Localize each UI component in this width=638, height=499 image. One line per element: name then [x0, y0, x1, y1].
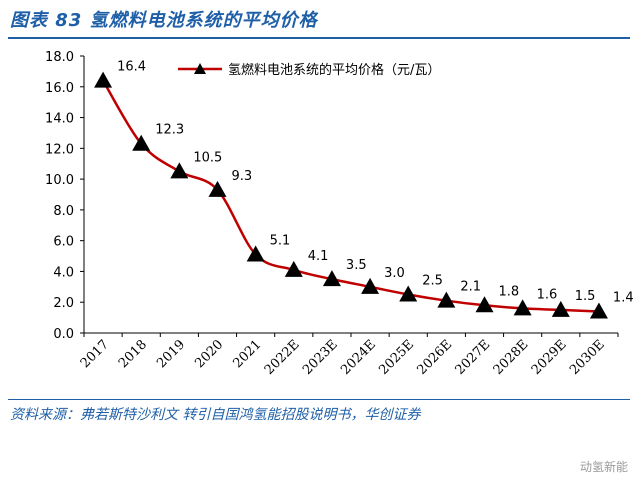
- series-group: 16.4 12.3 10.5 9.3 5.1 4.1 3.5 3.0 2.5 2.1 1.8 1.6 1…: [94, 60, 634, 319]
- x-tick-label: 2018: [116, 337, 150, 371]
- y-tick-label: 0.0: [53, 327, 74, 342]
- y-tick-label: 8.0: [53, 204, 74, 219]
- data-point-marker: [361, 277, 380, 294]
- x-tick-label: 2021: [230, 337, 264, 371]
- y-tick-label: 16.0: [45, 81, 74, 96]
- y-tick-label: 18.0: [45, 50, 74, 65]
- source-rule: [8, 399, 630, 400]
- data-label: 1.5: [575, 289, 596, 304]
- y-tick-label: 2.0: [53, 296, 74, 311]
- data-label: 1.6: [537, 287, 558, 302]
- x-tick-label: 2030E: [567, 337, 608, 378]
- legend-label: 氢燃料电池系统的平均价格（元/瓦）: [228, 62, 440, 78]
- y-tick-label: 6.0: [53, 235, 74, 250]
- data-point-marker: [246, 245, 265, 262]
- figure-title: 图表 83 氢燃料电池系统的平均价格: [10, 10, 318, 31]
- data-point-marker: [589, 302, 608, 319]
- data-point-marker: [551, 300, 570, 317]
- data-point-marker: [208, 180, 227, 197]
- data-point-marker: [399, 285, 418, 302]
- x-tick-label: 2027E: [453, 337, 494, 378]
- data-point-marker: [475, 296, 494, 313]
- x-tick-label: 2025E: [376, 337, 417, 378]
- data-point-marker: [513, 299, 532, 316]
- x-tick-label: 2019: [154, 337, 188, 371]
- y-tick-label: 12.0: [45, 142, 74, 157]
- x-tick-label: 2020: [192, 337, 226, 371]
- data-label: 3.5: [346, 258, 367, 273]
- data-label: 10.5: [193, 150, 222, 165]
- data-label: 4.1: [308, 249, 329, 264]
- data-label: 2.1: [460, 280, 481, 295]
- data-label: 5.1: [270, 234, 291, 249]
- data-point-marker: [284, 260, 303, 277]
- data-label: 9.3: [232, 169, 253, 184]
- data-point-marker: [132, 134, 151, 151]
- data-label: 12.3: [155, 123, 184, 138]
- data-point-marker: [437, 291, 456, 308]
- x-tick-label: 2026E: [414, 337, 455, 378]
- data-label: 16.4: [117, 60, 146, 75]
- watermark-text: 动氢新能: [579, 460, 628, 474]
- x-tick-label: 2024E: [338, 337, 379, 378]
- x-tick-label: 2028E: [491, 337, 532, 378]
- y-tick-label: 10.0: [45, 173, 74, 188]
- x-tick-label: 2017: [78, 337, 112, 371]
- source-note: 资料来源：弗若斯特沙利文 转引自国鸿氢能招股说明书，华创证券: [10, 407, 421, 423]
- x-tick-label: 2022E: [262, 337, 303, 378]
- data-point-marker: [94, 71, 113, 88]
- data-label: 1.8: [499, 284, 520, 299]
- data-label: 2.5: [422, 274, 443, 289]
- data-point-marker: [322, 270, 341, 287]
- title-rule: [8, 37, 630, 39]
- data-point-marker: [170, 162, 189, 179]
- data-label: 3.0: [384, 266, 405, 281]
- x-tick-label: 2029E: [529, 337, 570, 378]
- y-tick-label: 4.0: [53, 265, 74, 280]
- x-tick-label: 2023E: [300, 337, 341, 378]
- y-tick-label: 14.0: [45, 112, 74, 127]
- legend-marker: [194, 63, 206, 74]
- chart-legend: 氢燃料电池系统的平均价格（元/瓦）: [178, 62, 440, 78]
- data-label: 1.4: [613, 290, 634, 305]
- series-line: [102, 79, 599, 313]
